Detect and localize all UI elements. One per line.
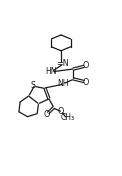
Text: O: O: [82, 78, 89, 87]
Text: CH₃: CH₃: [61, 113, 75, 122]
Text: O: O: [82, 61, 89, 70]
Text: HN: HN: [46, 67, 57, 76]
Text: O: O: [58, 107, 64, 116]
Text: NH: NH: [58, 79, 69, 88]
Text: S: S: [30, 81, 36, 90]
Text: =N: =N: [56, 59, 69, 68]
Text: O: O: [44, 110, 50, 119]
